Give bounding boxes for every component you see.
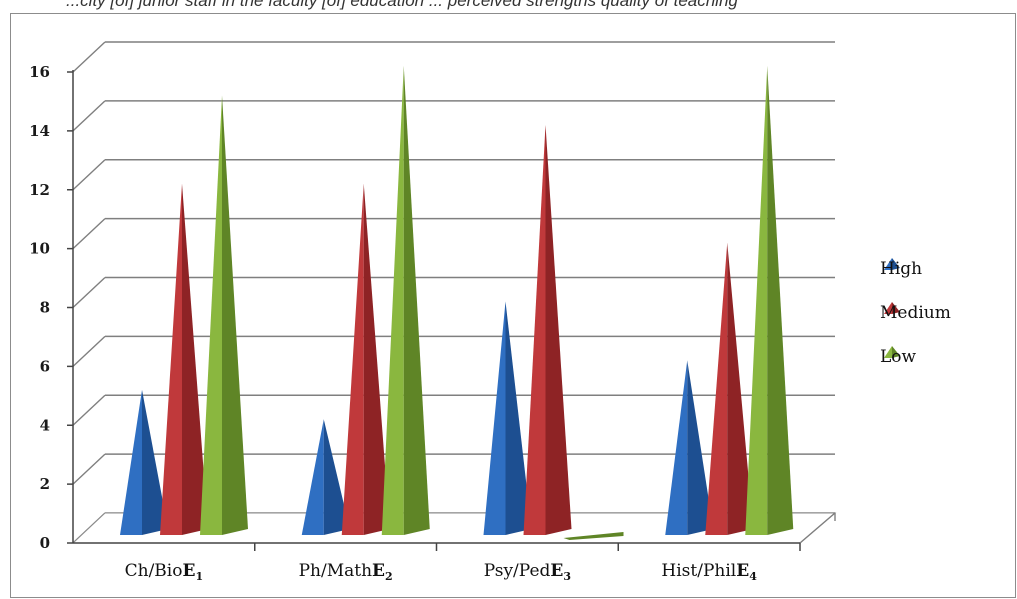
floor-edge	[799, 512, 836, 544]
cone-shade-high	[687, 360, 714, 535]
x-tick-label: Hist/PhilE4	[661, 561, 757, 583]
legend: High Medium Low	[880, 258, 951, 367]
gridline-side	[72, 453, 106, 485]
y-tick-label: 14	[29, 122, 50, 140]
gridline-side	[72, 41, 106, 73]
y-tick-label: 10	[29, 240, 50, 258]
x-tick-label: Ph/MathE2	[299, 561, 393, 583]
legend-swatch-shade	[892, 346, 900, 358]
chart-floor	[71, 512, 837, 544]
cone-low	[745, 66, 768, 535]
cone-flat-low	[563, 532, 624, 540]
y-tick-label: 4	[40, 416, 50, 434]
x-tick-label: Psy/PedE3	[484, 561, 571, 583]
legend-swatch-high	[884, 258, 892, 270]
gridline-side	[72, 100, 106, 132]
cone-shade-medium	[545, 124, 572, 535]
y-tick-label: 0	[40, 534, 50, 552]
cone-shade-low	[222, 95, 248, 535]
cone-shade-medium	[363, 183, 390, 535]
legend-swatch-low	[884, 346, 892, 358]
legend-label-low: Low	[880, 347, 917, 367]
cone-medium	[705, 242, 728, 535]
cone-shade-medium	[182, 183, 208, 535]
cone-low	[200, 95, 222, 535]
cone-high	[120, 389, 142, 535]
legend-swatch-medium	[884, 302, 892, 314]
x-tick-label: Ch/BioE1	[125, 561, 203, 583]
gridline-side	[72, 218, 106, 250]
cone-shade-medium	[727, 242, 754, 535]
axes: 0 2 4 6 8 10 12 14 16 Ch/BioE1 Ph/MathE2 Psy/PedE3 H…	[29, 63, 801, 583]
y-tick-label: 16	[29, 63, 50, 81]
chart-marks	[120, 66, 794, 540]
figure-caption: ...city [of] junior staff in the faculty…	[66, 0, 738, 10]
cone-high	[301, 419, 324, 535]
legend-swatch-shade	[892, 302, 900, 314]
cone-shade-high	[323, 419, 350, 535]
legend-swatch-shade	[892, 258, 900, 270]
y-tick-label: 8	[40, 299, 50, 317]
legend-label-high: High	[880, 259, 922, 279]
cone-shade-high	[505, 301, 532, 535]
gridline-side	[72, 159, 106, 191]
y-tick-label: 2	[40, 475, 50, 493]
cone-low	[381, 66, 404, 535]
legend-label-medium: Medium	[880, 303, 951, 323]
cone-high	[483, 301, 506, 535]
y-tick-label: 12	[29, 181, 50, 199]
chart-frame	[10, 13, 1016, 598]
gridline-side	[72, 335, 106, 367]
y-tick-label: 6	[40, 357, 50, 375]
cone-shade-low	[767, 66, 794, 535]
cone-medium	[341, 183, 364, 535]
cone-shade-low	[403, 66, 430, 535]
cone-high	[665, 360, 688, 535]
gridline-side	[72, 276, 106, 309]
gridline-side	[72, 394, 106, 426]
cone-medium	[160, 183, 182, 535]
cone-shade-high	[142, 389, 168, 535]
cone-medium	[523, 124, 546, 535]
